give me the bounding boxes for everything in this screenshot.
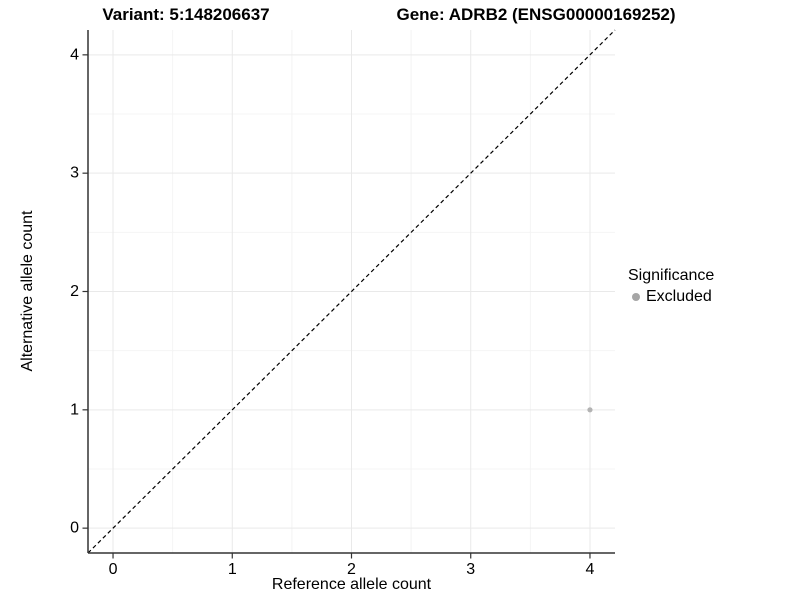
x-axis-title: Reference allele count (271, 576, 432, 593)
y-tick-label: 2 (70, 283, 79, 300)
legend-title: Significance (628, 267, 715, 284)
x-tick-label: 4 (586, 561, 595, 578)
x-tick-label: 0 (109, 561, 118, 578)
x-tick-label: 2 (347, 561, 356, 578)
variant-title: Variant: 5:148206637 (102, 5, 270, 24)
x-tick-label: 1 (228, 561, 237, 578)
y-axis-title: Alternative allele count (19, 210, 36, 372)
gene-title: Gene: ADRB2 (ENSG00000169252) (396, 5, 676, 24)
excluded-point-icon (632, 293, 640, 301)
x-tick-label: 3 (466, 561, 475, 578)
y-tick-label: 3 (70, 165, 79, 182)
legend-entry-excluded: Excluded (628, 288, 714, 306)
y-tick-label: 0 (70, 520, 79, 537)
y-tick-label: 1 (70, 401, 79, 418)
identity-line (87, 29, 616, 554)
legend: Significance Excluded (628, 267, 714, 306)
legend-entry-label: Excluded (646, 288, 712, 305)
y-tick-label: 4 (70, 46, 79, 63)
data-point (587, 407, 593, 413)
